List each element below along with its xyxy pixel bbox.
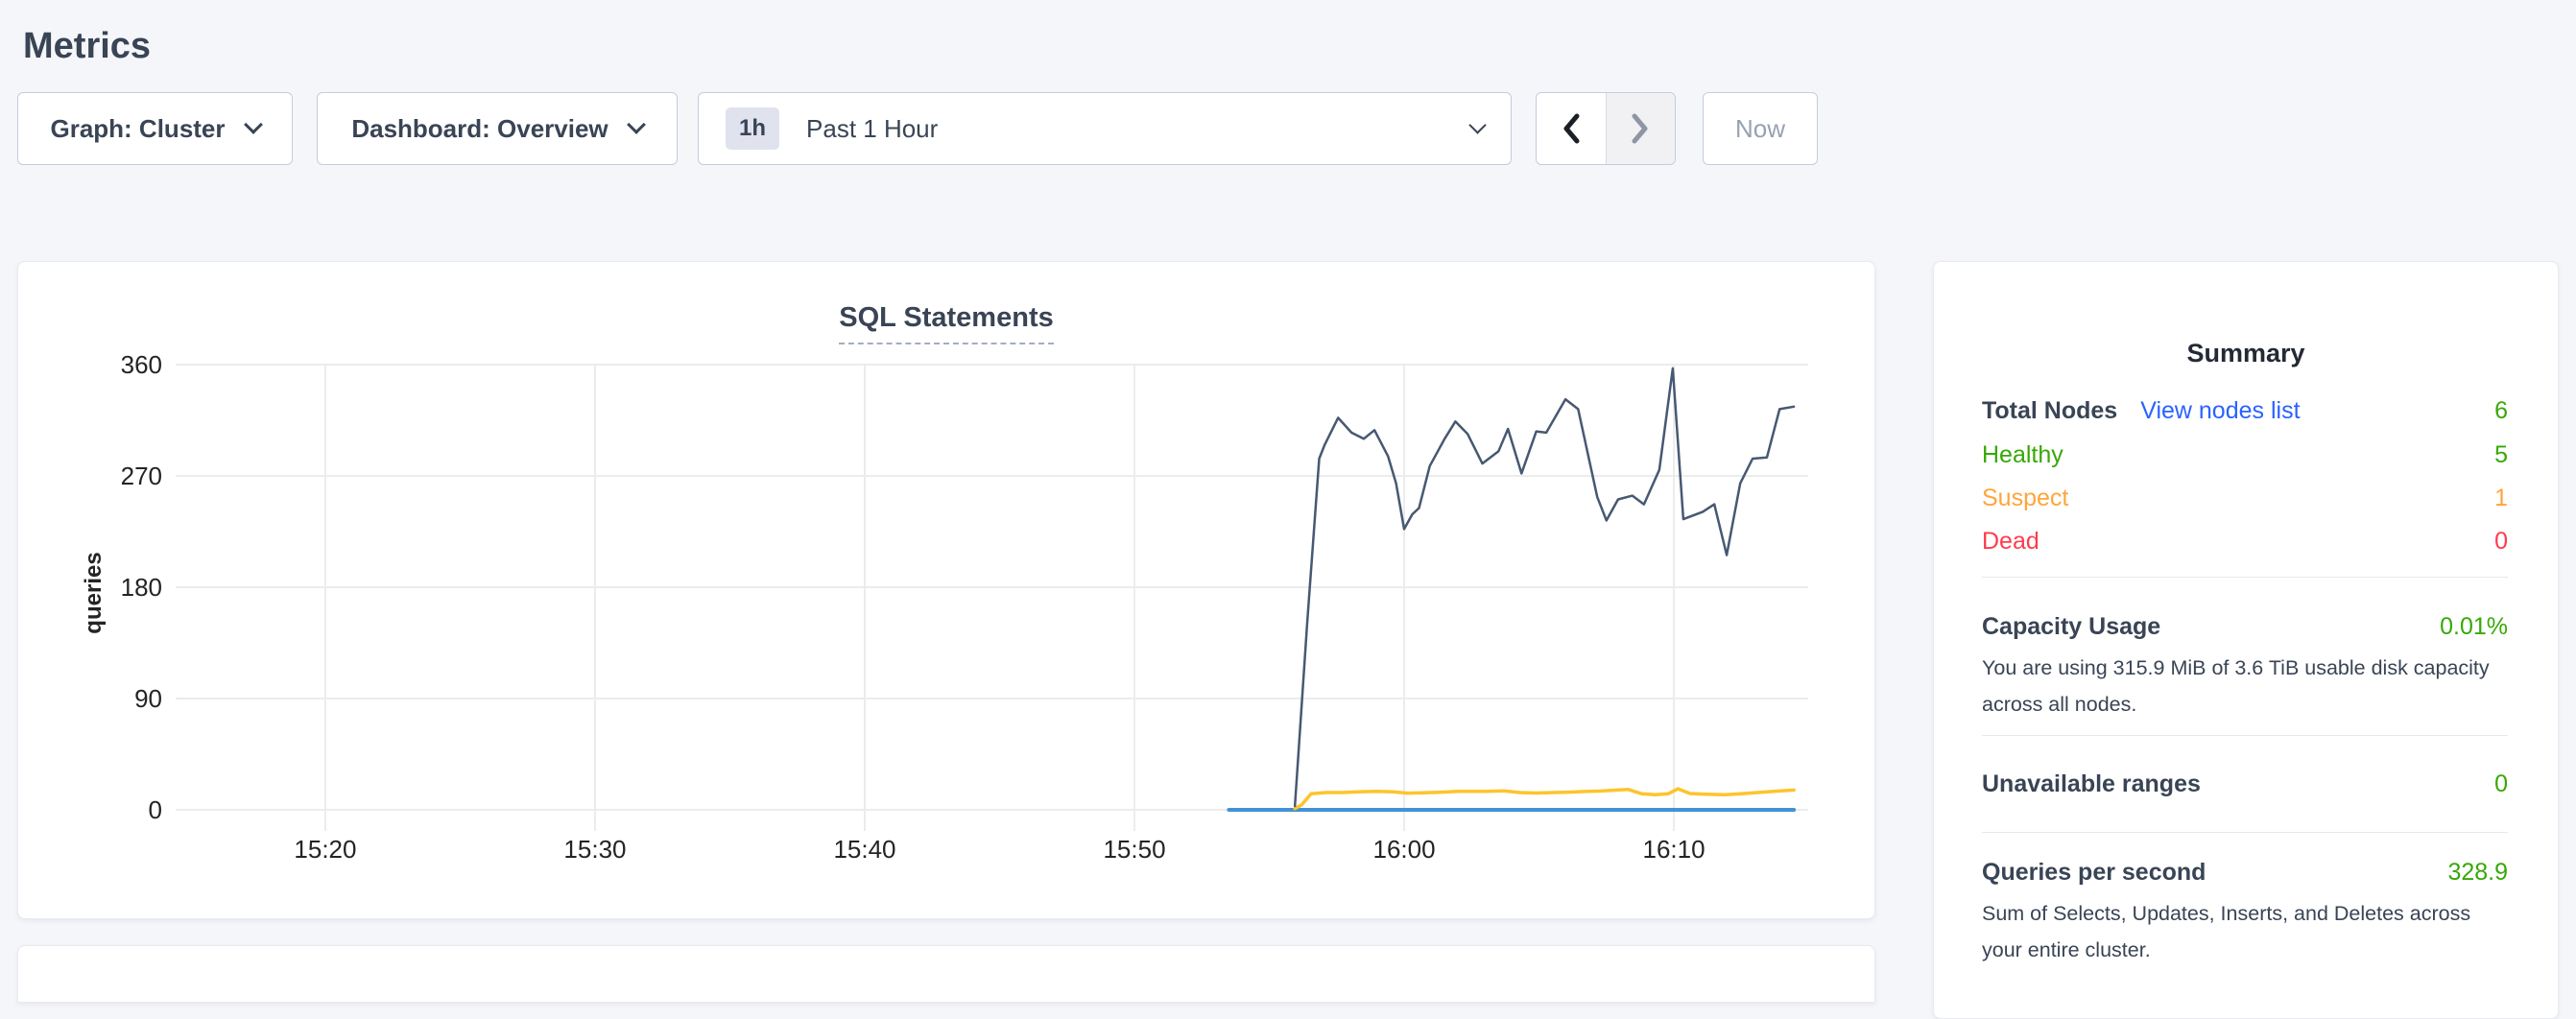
queries-per-second-label: Queries per second [1982,859,2206,886]
yellow-series [1293,787,1796,811]
total-nodes-label: Total Nodes [1982,397,2118,424]
previous-range-button[interactable] [1537,93,1606,164]
chart-title: SQL Statements [839,302,1054,344]
capacity-usage-label: Capacity Usage [1982,613,2161,640]
x-axis-tick-label: 15:20 [294,835,357,864]
dead-label: Dead [1982,528,2039,555]
summary-title: Summary [2186,339,2305,367]
graph-dropdown-label: Graph: Cluster [50,113,226,143]
now-button-label: Now [1734,113,1785,143]
now-button[interactable]: Now [1703,92,1818,165]
capacity-usage-row: Capacity Usage 0.01% [1982,613,2508,641]
chevron-right-icon [1632,113,1648,144]
chevron-down-icon [1468,115,1487,134]
queries-per-second-description: Sum of Selects, Updates, Inserts, and De… [1982,902,2471,961]
time-range-label: Past 1 Hour [806,113,939,143]
x-axis-tick-label: 16:10 [1642,835,1705,864]
x-axis-tick-label: 16:00 [1372,835,1436,864]
healthy-nodes-row: Healthy 5 [1982,441,2508,469]
healthy-value: 5 [2494,441,2508,468]
divider [1982,832,2508,833]
page-title: Metrics [23,26,152,67]
dead-nodes-row: Dead 0 [1982,528,2508,556]
divider [1982,577,2508,578]
total-nodes-value: 6 [2494,397,2508,424]
dashboard-dropdown[interactable]: Dashboard: Overview [317,92,678,165]
time-range-dropdown[interactable]: 1h Past 1 Hour [698,92,1512,165]
x-axis-tick-label: 15:30 [563,835,627,864]
capacity-usage-value: 0.01% [2440,613,2508,640]
chevron-down-icon [243,115,263,134]
next-range-button[interactable] [1605,93,1675,164]
suspect-value: 1 [2494,485,2508,511]
x-axis-tick-label: 15:50 [1103,835,1166,864]
x-axis-tick-label: 15:40 [833,835,896,864]
summary-panel: Summary Total Nodes View nodes list 6 He… [1933,261,2559,1019]
total-nodes-row: Total Nodes View nodes list 6 [1982,397,2508,425]
graph-dropdown[interactable]: Graph: Cluster [17,92,293,165]
y-axis-tick-label: 270 [120,462,162,490]
divider [1982,735,2508,736]
time-range-stepper [1536,92,1676,165]
dashboard-dropdown-label: Dashboard: Overview [351,113,608,143]
time-range-badge: 1h [726,107,780,150]
y-axis-tick-label: 180 [120,573,162,602]
suspect-label: Suspect [1982,485,2069,511]
chevron-left-icon [1563,113,1580,144]
chart-plot-area[interactable] [176,364,1808,831]
view-nodes-list-link[interactable]: View nodes list [2140,397,2301,424]
unavailable-ranges-row: Unavailable ranges 0 [1982,770,2508,798]
y-axis-tick-label: 360 [120,350,162,379]
queries-per-second-row: Queries per second 328.9 [1982,859,2508,887]
y-axis-tick-label: 90 [134,684,162,713]
healthy-label: Healthy [1982,441,2063,468]
navy-series [1293,367,1796,808]
queries-per-second-value: 328.9 [2447,859,2508,886]
suspect-nodes-row: Suspect 1 [1982,485,2508,512]
sql-statements-chart-card: SQL Statements queries 0 90 180 270 360 15:2… [17,261,1875,919]
next-chart-card-partial [17,945,1875,1003]
unavailable-ranges-value: 0 [2494,770,2508,797]
dead-value: 0 [2494,528,2508,555]
chevron-down-icon [626,115,646,134]
capacity-usage-description: You are using 315.9 MiB of 3.6 TiB usabl… [1982,656,2490,716]
unavailable-ranges-label: Unavailable ranges [1982,770,2201,797]
y-axis-tick-label: 0 [148,795,162,824]
